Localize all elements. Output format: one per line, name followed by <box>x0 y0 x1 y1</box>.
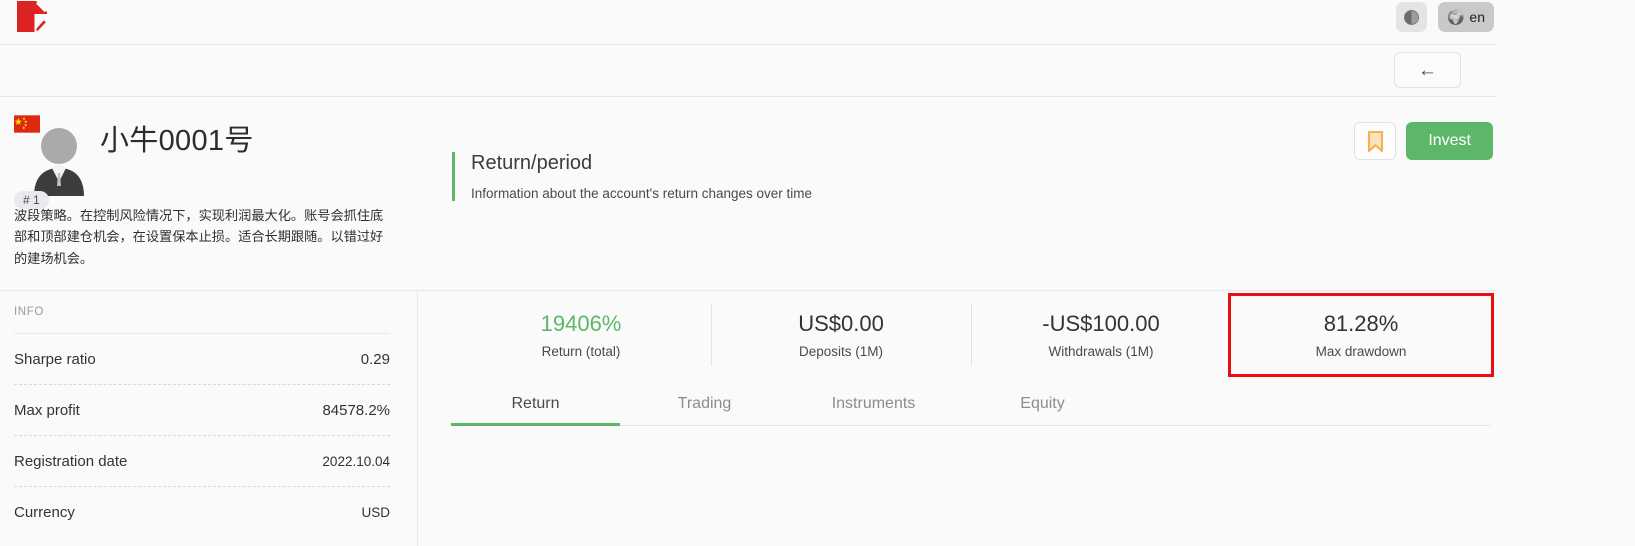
info-panel: INFO Sharpe ratio 0.29 Max profit 84578.… <box>0 291 418 546</box>
info-value: 0.29 <box>360 350 390 368</box>
stat-value: -US$100.00 <box>1042 311 1160 336</box>
stat-return-total: 19406% Return (total) <box>451 296 711 374</box>
china-flag-icon <box>14 115 40 133</box>
info-value: 2022.10.04 <box>322 453 390 469</box>
account-description: 波段策略。在控制风险情况下，实现利润最大化。账号会抓住底部和顶部建仓机会，在设置… <box>14 208 384 266</box>
globe-icon: 🌍 <box>1446 9 1465 25</box>
language-label: en <box>1469 9 1485 25</box>
stats-row: 19406% Return (total) US$0.00 Deposits (… <box>451 293 1494 377</box>
tab-return[interactable]: Return <box>451 382 620 426</box>
return-period-section: Return/period Information about the acco… <box>452 152 812 201</box>
avatar: # 1 <box>14 115 94 209</box>
info-row-currency: Currency USD <box>14 486 390 537</box>
stat-label: Deposits (1M) <box>798 344 884 359</box>
app-logo-icon[interactable] <box>17 1 47 32</box>
main-content: 19406% Return (total) US$0.00 Deposits (… <box>419 291 1497 546</box>
rank-badge: # 1 <box>14 191 49 209</box>
info-row-sharpe-ratio: Sharpe ratio 0.29 <box>14 333 390 384</box>
section-title: Return/period <box>471 152 593 174</box>
stat-deposits-1m: US$0.00 Deposits (1M) <box>711 296 971 374</box>
arrow-left-icon: ← <box>1418 59 1437 81</box>
section-subtitle: Information about the account's return c… <box>471 186 813 201</box>
back-button[interactable]: ← <box>1394 52 1461 88</box>
stat-value: US$0.00 <box>798 311 884 336</box>
tab-bar: Return Trading Instruments Equity <box>451 382 1491 426</box>
stat-max-drawdown: 81.28% Max drawdown <box>1228 293 1494 377</box>
top-bar-actions: 🌍 en <box>1395 2 1494 32</box>
bookmark-icon <box>1367 130 1383 152</box>
stat-withdrawals-1m: -US$100.00 Withdrawals (1M) <box>971 296 1231 374</box>
info-value: USD <box>361 504 390 520</box>
language-selector-button[interactable]: 🌍 en <box>1437 2 1494 32</box>
top-bar: 🌍 en <box>0 0 1497 45</box>
right-gutter <box>1497 0 1635 546</box>
stat-value: 19406% <box>540 311 622 336</box>
info-row-registration-date: Registration date 2022.10.04 <box>14 435 390 486</box>
user-avatar-icon <box>34 128 84 196</box>
stat-label: Max drawdown <box>1315 344 1407 359</box>
tab-trading[interactable]: Trading <box>677 394 732 412</box>
info-key: Max profit <box>14 401 80 419</box>
contrast-icon <box>1403 9 1419 25</box>
profile-header: # 1 小牛0001号 波段策略。在控制风险情况下，实现利润最大化。账号会抓住底… <box>0 97 1497 291</box>
info-key: Registration date <box>14 452 128 470</box>
info-key: Currency <box>14 503 75 521</box>
invest-button[interactable]: Invest <box>1406 122 1493 160</box>
info-list: Sharpe ratio 0.29 Max profit 84578.2% Re… <box>14 333 390 537</box>
page-title: 小牛0001号 <box>100 125 254 157</box>
info-key: Sharpe ratio <box>14 350 96 368</box>
stat-value: 81.28% <box>1323 311 1399 336</box>
tab-equity[interactable]: Equity <box>1020 394 1065 412</box>
info-heading: INFO <box>14 306 44 318</box>
profile-actions: Invest <box>1354 122 1493 160</box>
bookmark-button[interactable] <box>1354 122 1397 160</box>
stat-label: Return (total) <box>541 344 621 359</box>
theme-toggle-button[interactable] <box>1395 2 1427 32</box>
tab-instruments[interactable]: Instruments <box>831 394 916 412</box>
info-value: 84578.2% <box>322 401 390 419</box>
stat-label: Withdrawals (1M) <box>1048 344 1154 359</box>
sub-bar: ← <box>0 45 1497 97</box>
info-row-max-profit: Max profit 84578.2% <box>14 384 390 435</box>
